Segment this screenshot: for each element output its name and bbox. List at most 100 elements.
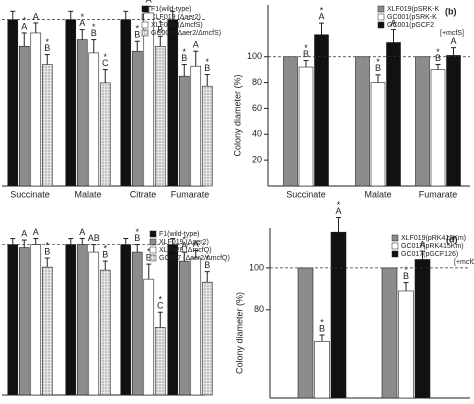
significance-star: *	[158, 295, 162, 305]
significance-letter: B	[375, 63, 381, 73]
significance-letter: A	[335, 206, 341, 216]
bar	[99, 82, 111, 187]
y-tick-label: 100	[249, 262, 264, 272]
bar	[7, 244, 19, 396]
legend-note: [+mcfS]	[440, 30, 464, 37]
significance-star: *	[376, 57, 380, 67]
bar	[167, 244, 179, 396]
significance-star: *	[182, 234, 186, 244]
panel-label: (d)	[446, 234, 458, 244]
significance-letter: A	[318, 11, 324, 21]
significance-letter: AB	[88, 233, 100, 243]
bar	[178, 75, 190, 187]
x-tick-label: Fumarate	[419, 189, 458, 199]
bar	[99, 269, 111, 396]
significance-star: *	[103, 52, 107, 62]
bar	[190, 65, 202, 187]
significance-letter: C	[102, 58, 109, 68]
legend-swatch	[377, 13, 385, 21]
significance-letter: A	[390, 18, 396, 28]
y-axis-title: Colony diameter (%)	[234, 292, 244, 374]
legend-swatch	[141, 29, 149, 37]
legend-label: XLF019(pRK415Km)	[401, 235, 466, 242]
significance-letter: A	[21, 21, 27, 31]
significance-letter: A	[181, 240, 187, 250]
y-axis-title: Colony diameter (%)	[232, 74, 242, 156]
x-tick-label: Succinate	[286, 189, 326, 199]
significance-letter: A	[33, 11, 39, 21]
bar	[154, 45, 166, 187]
legend-label: GC001(pGCF2	[387, 22, 434, 29]
bar	[30, 244, 42, 396]
bar	[41, 266, 53, 396]
legend-swatch	[377, 5, 385, 13]
legend-swatch	[377, 21, 385, 29]
significance-letter: B	[146, 252, 152, 262]
bar	[446, 55, 461, 187]
bar	[201, 85, 213, 187]
significance-letter: B	[181, 53, 187, 63]
significance-letter: B	[204, 260, 210, 270]
bar	[355, 56, 370, 187]
bar	[30, 32, 42, 187]
bar	[330, 231, 347, 399]
bar	[65, 244, 77, 396]
significance-letter: A	[79, 227, 85, 237]
legend-label: GC017(pRK415Km)	[401, 243, 464, 250]
significance-letter: A	[79, 18, 85, 28]
bar	[201, 281, 213, 396]
y-tick-label: 60	[252, 103, 262, 113]
significance-letter: A	[193, 239, 199, 249]
bar	[120, 19, 132, 187]
significance-star: *	[404, 265, 408, 275]
significance-star: *	[45, 37, 49, 47]
bar	[190, 257, 202, 396]
significance-letter: B	[319, 323, 325, 333]
bar	[297, 267, 314, 399]
significance-letter: A	[21, 228, 27, 238]
y-tick-label: 40	[252, 129, 262, 139]
significance-letter: A	[146, 0, 152, 5]
legend-label: GC001 (Δaer2/ΔmcfS)	[151, 30, 221, 37]
significance-letter: A	[419, 239, 425, 249]
bar	[143, 278, 155, 396]
panel-label: (b)	[445, 6, 457, 16]
x-tick-label: Malate	[364, 189, 391, 199]
bar	[178, 260, 190, 396]
y-tick-label: 80	[254, 304, 264, 314]
legend-label: XLF019 (Δaer2)	[151, 14, 201, 21]
bar	[381, 267, 398, 399]
y-tick-label: 80	[252, 77, 262, 87]
significance-letter: A	[193, 40, 199, 50]
significance-star: *	[436, 47, 440, 57]
y-tick-label: 100	[247, 51, 262, 61]
legend-label: XLF028 (ΔmcfQ)	[159, 247, 212, 254]
bar	[18, 45, 30, 187]
legend-swatch	[391, 250, 399, 258]
x-tick-label: Fumarate	[171, 189, 210, 199]
bar	[18, 247, 30, 396]
bar	[386, 42, 401, 187]
significance-star: *	[320, 5, 324, 15]
significance-star: *	[205, 254, 209, 264]
bar	[298, 66, 314, 187]
significance-letter: B	[303, 49, 309, 59]
bar	[41, 64, 53, 187]
legend-swatch	[149, 230, 157, 238]
bar	[154, 327, 166, 396]
significance-letter: B	[157, 25, 163, 35]
legend-swatch	[141, 5, 149, 13]
legend-note: [+mcfQ]	[454, 259, 474, 266]
bar	[7, 19, 19, 187]
significance-letter: B	[44, 246, 50, 256]
bar	[88, 251, 100, 396]
bar	[314, 34, 329, 187]
significance-star: *	[158, 19, 162, 29]
significance-star: *	[22, 15, 26, 25]
legend-swatch	[391, 234, 399, 242]
legend-label: GC017(pGCF126)	[401, 251, 458, 258]
bar	[314, 341, 330, 399]
significance-star: *	[205, 57, 209, 67]
significance-star: *	[182, 47, 186, 57]
